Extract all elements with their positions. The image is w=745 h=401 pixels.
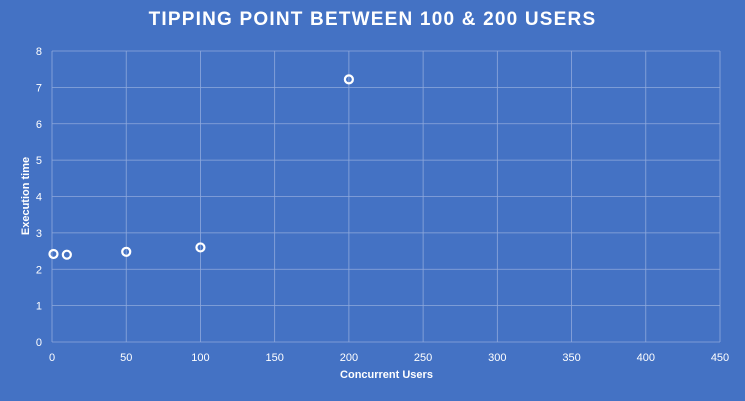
y-tick-label: 1 <box>36 301 42 313</box>
x-tick-label: 300 <box>488 352 506 364</box>
data-point <box>48 248 59 260</box>
data-point <box>343 74 354 85</box>
x-axis-title: Concurrent Users <box>340 369 433 381</box>
data-point <box>61 249 72 260</box>
chart-title: TIPPING POINT BETWEEN 100 & 200 USERS <box>148 9 597 30</box>
y-tick-label: 4 <box>36 192 42 204</box>
x-tick-label: 400 <box>637 352 655 364</box>
data-point <box>121 246 132 257</box>
x-tick-label: 350 <box>562 352 580 364</box>
y-tick-label: 5 <box>36 155 42 167</box>
y-tick-label: 6 <box>36 119 42 131</box>
data-point <box>195 242 206 253</box>
data-points <box>48 74 354 260</box>
gridlines <box>51 50 721 343</box>
x-tick-label: 0 <box>49 352 55 364</box>
x-tick-label: 250 <box>414 352 432 364</box>
x-tick-label: 100 <box>191 352 209 364</box>
y-tick-label: 0 <box>36 337 42 349</box>
x-tick-label: 450 <box>711 352 729 364</box>
y-axis-title: Execution time <box>20 156 32 236</box>
y-tick-label: 3 <box>36 228 42 240</box>
tick-labels: 0 1 2 3 4 5 6 7 8 0 50 100 150 200 250 300 350 400 450 <box>36 46 729 364</box>
x-tick-label: 150 <box>265 352 283 364</box>
x-tick-label: 50 <box>120 352 132 364</box>
y-tick-label: 8 <box>36 46 42 58</box>
y-tick-label: 2 <box>36 264 42 276</box>
x-tick-label: 200 <box>340 352 358 364</box>
y-tick-label: 7 <box>36 82 42 94</box>
